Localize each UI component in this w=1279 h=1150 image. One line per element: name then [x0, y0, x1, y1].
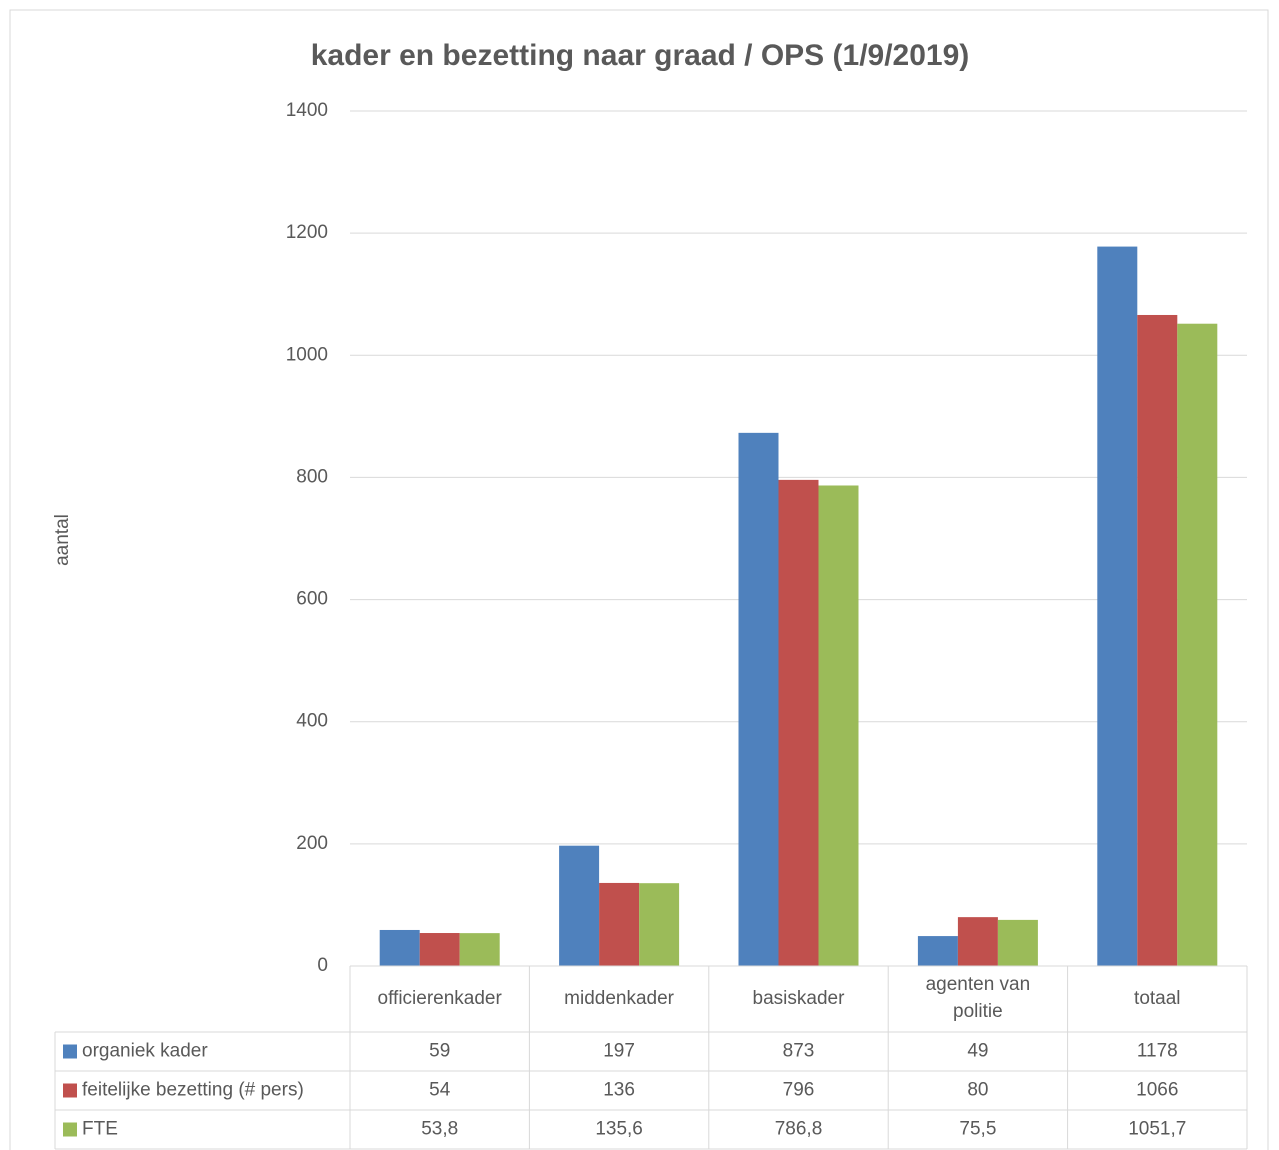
bar — [818, 485, 859, 966]
x-tick-label: middenkader — [564, 987, 674, 1009]
bar — [459, 933, 500, 966]
y-tick-label: 400 — [296, 711, 328, 732]
bar — [1177, 323, 1218, 966]
table-value: 136 — [603, 1080, 635, 1101]
table-value: 873 — [783, 1041, 815, 1062]
bar — [778, 479, 819, 966]
x-tick-label: basiskader — [752, 987, 845, 1009]
bar — [639, 883, 680, 966]
bar — [957, 917, 998, 966]
x-tick-label: totaal — [1134, 987, 1181, 1009]
table-value: 54 — [429, 1080, 451, 1101]
table-value: 1051,7 — [1128, 1119, 1186, 1140]
legend-label: feitelijke bezetting (# pers) — [82, 1080, 304, 1101]
bar — [419, 933, 460, 966]
chart-title: kader en bezetting naar graad / OPS (1/9… — [311, 39, 970, 72]
bar — [1137, 314, 1178, 966]
bar — [997, 919, 1038, 966]
x-tick-label: agenten van politie — [925, 974, 1031, 1022]
y-tick-label: 1200 — [286, 222, 328, 243]
bar — [738, 432, 779, 966]
table-value: 197 — [603, 1041, 635, 1062]
y-tick-label: 200 — [296, 833, 328, 854]
table-value: 49 — [967, 1041, 988, 1062]
y-axis-label: aantal — [52, 514, 73, 566]
table-value: 75,5 — [959, 1119, 996, 1140]
category-cell: agenten van politie — [925, 974, 1031, 1022]
legend-label: FTE — [82, 1119, 118, 1140]
y-tick-label: 1000 — [286, 344, 328, 365]
legend-key — [63, 1083, 77, 1098]
y-tick-label: 800 — [296, 466, 328, 487]
table-value: 59 — [429, 1041, 450, 1062]
y-tick-label: 1400 — [286, 100, 328, 121]
bar — [379, 929, 420, 966]
table-value: 135,6 — [595, 1119, 643, 1140]
table-value: 786,8 — [775, 1119, 823, 1140]
x-tick-label: officierenkader — [377, 987, 502, 1009]
table-value: 1178 — [1137, 1041, 1178, 1062]
category-cell: middenkader — [564, 987, 674, 1009]
table-value: 80 — [967, 1080, 988, 1101]
category-cell: basiskader — [752, 987, 845, 1009]
bar — [559, 845, 600, 966]
bar — [599, 882, 640, 966]
table-value: 1066 — [1136, 1080, 1178, 1101]
table-value: 796 — [783, 1080, 815, 1101]
y-tick-label: 600 — [296, 589, 328, 610]
category-cell: totaal — [1134, 987, 1181, 1009]
legend-label: organiek kader — [82, 1041, 208, 1062]
bar — [917, 936, 958, 966]
y-tick-label: 0 — [317, 955, 328, 976]
legend-key — [63, 1122, 77, 1137]
legend-key — [63, 1044, 77, 1059]
category-cell: officierenkader — [377, 987, 502, 1009]
table-value: 53,8 — [421, 1119, 458, 1140]
bar — [1097, 246, 1138, 967]
